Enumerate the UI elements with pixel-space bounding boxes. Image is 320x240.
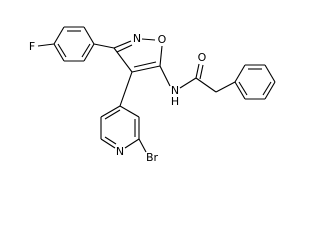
atom-label: O bbox=[198, 51, 207, 64]
bonds bbox=[37, 26, 276, 153]
atom-label: H bbox=[171, 95, 179, 108]
atom-label: N bbox=[116, 145, 124, 158]
atom-label: Br bbox=[146, 151, 159, 164]
atom-label: N bbox=[133, 32, 141, 45]
atom-label: N bbox=[171, 84, 179, 97]
atom-label: O bbox=[158, 33, 167, 46]
page: F N O N Br N H O (() => { const data = J… bbox=[28, 26, 276, 164]
atom-label: F bbox=[29, 40, 35, 53]
structure: F N O N Br N H O bbox=[29, 26, 276, 164]
